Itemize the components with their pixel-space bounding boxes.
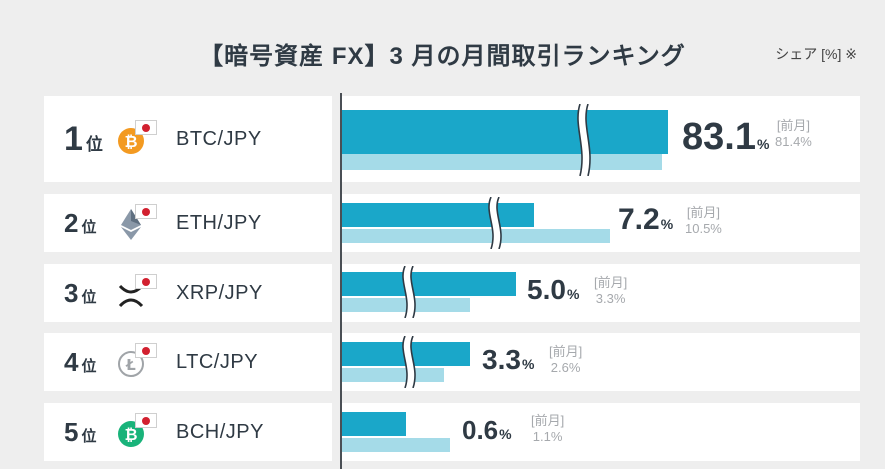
svg-text:₿: ₿ — [124, 425, 137, 444]
axis-divider — [340, 93, 342, 469]
previous-month-box: [前月] 1.1% — [531, 413, 564, 445]
svg-text:Ł: Ł — [125, 356, 136, 374]
ranking-row-label-cell: 2 位 ETH/JPY — [44, 194, 332, 252]
share-value-number: 7.2 — [618, 203, 660, 237]
japan-flag-icon — [135, 413, 157, 428]
previous-month-bar — [342, 154, 662, 170]
previous-month-box: [前月] 2.6% — [549, 344, 582, 376]
ranking-row-label-cell: 5 位 ₿ BCH/JPY — [44, 403, 332, 461]
share-value-label: 3.3% — [482, 344, 534, 376]
previous-month-value: 2.6% — [550, 360, 581, 375]
share-value-number: 83.1 — [682, 116, 756, 159]
share-value-unit: % — [756, 136, 770, 153]
axis-break-mark — [484, 196, 506, 250]
previous-month-box: [前月] 10.5% — [685, 205, 722, 237]
japan-flag-icon — [135, 120, 157, 135]
share-value-unit: % — [566, 285, 580, 302]
share-value-label: 83.1% — [682, 116, 769, 159]
current-month-bar — [342, 412, 406, 436]
share-value-unit: % — [660, 216, 674, 233]
chart-title: 【暗号資産 FX】3 月の月間取引ランキング — [199, 43, 686, 70]
previous-month-bar — [342, 438, 450, 452]
rank-suffix: 位 — [81, 288, 97, 306]
share-value-label: 5.0% — [527, 274, 579, 306]
share-value-number: 3.3 — [482, 343, 521, 375]
share-value-label: 7.2% — [618, 203, 673, 237]
previous-month-label: [前月] — [686, 205, 721, 220]
previous-month-label: [前月] — [776, 118, 811, 133]
rank-suffix: 位 — [81, 427, 97, 445]
currency-pair-label: LTC/JPY — [176, 350, 259, 373]
current-month-bar — [342, 203, 534, 227]
rank-number: 5 — [64, 416, 79, 447]
rank-number: 3 — [64, 277, 79, 308]
previous-month-box: [前月] 3.3% — [594, 275, 627, 307]
previous-month-value: 3.3% — [595, 291, 626, 306]
previous-month-box: [前月] 81.4% — [775, 118, 812, 150]
axis-break-mark — [573, 103, 595, 177]
currency-pair-label: XRP/JPY — [176, 281, 263, 304]
share-value-number: 0.6 — [462, 414, 499, 445]
share-value-label: 0.6% — [462, 415, 512, 446]
japan-flag-icon — [135, 343, 157, 358]
rank-number: 4 — [64, 346, 79, 377]
current-month-bar — [342, 110, 668, 154]
japan-flag-icon — [135, 204, 157, 219]
share-value-number: 5.0 — [527, 273, 566, 305]
axis-break-mark — [398, 335, 420, 389]
currency-pair-label: ETH/JPY — [176, 211, 262, 234]
previous-month-bar — [342, 298, 470, 312]
rank-suffix: 位 — [81, 357, 97, 375]
svg-text:₿: ₿ — [124, 132, 137, 151]
japan-flag-icon — [135, 274, 157, 289]
previous-month-value: 1.1% — [532, 429, 563, 444]
rank-number: 2 — [64, 207, 79, 238]
previous-month-label: [前月] — [549, 344, 583, 359]
previous-month-label: [前月] — [594, 275, 628, 290]
axis-break-mark — [398, 265, 420, 319]
share-value-unit: % — [499, 425, 512, 442]
rank-suffix: 位 — [81, 218, 97, 236]
previous-month-value: 10.5% — [685, 221, 722, 236]
currency-pair-label: BCH/JPY — [176, 420, 264, 443]
share-value-unit: % — [521, 355, 535, 372]
ranking-row-bar-cell — [342, 403, 860, 461]
ranking-row-label-cell: 4 位 Ł LTC/JPY — [44, 333, 332, 391]
unit-note: シェア [%] ※ — [775, 46, 857, 62]
currency-pair-label: BTC/JPY — [176, 127, 262, 150]
previous-month-value: 81.4% — [775, 134, 812, 149]
previous-month-bar — [342, 368, 444, 382]
rank-number: 1 — [64, 119, 83, 158]
litecoin-icon: Ł — [116, 345, 150, 379]
ranking-row-label-cell: 3 位 XRP/JPY — [44, 264, 332, 322]
rank-suffix: 位 — [85, 134, 103, 154]
previous-month-bar — [342, 229, 610, 243]
previous-month-label: [前月] — [531, 413, 565, 428]
current-month-bar — [342, 272, 516, 296]
ranking-row-label-cell: 1 位 ₿ BTC/JPY — [44, 96, 332, 182]
